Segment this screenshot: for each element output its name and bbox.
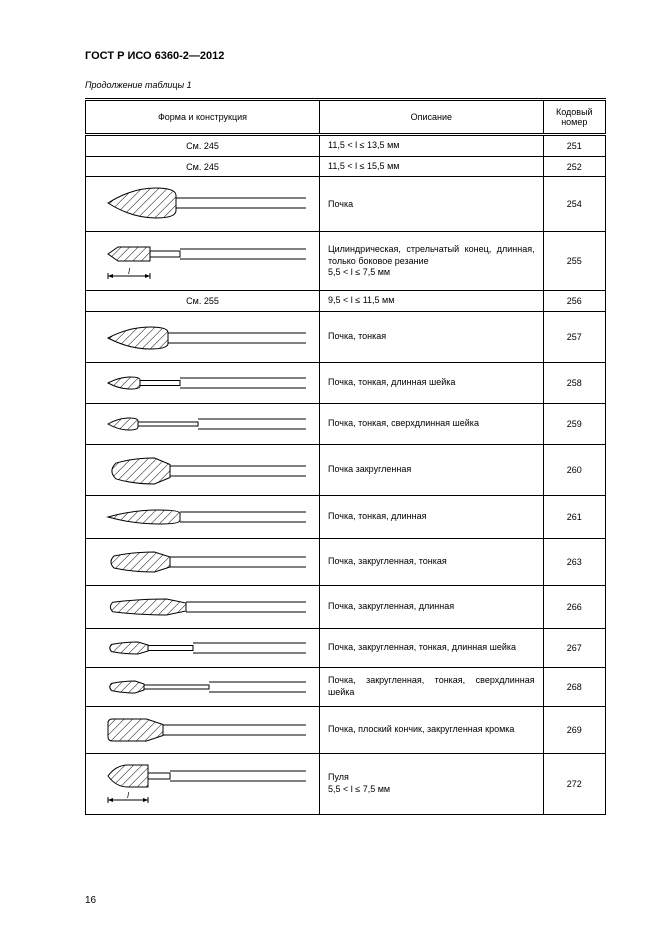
code-cell: 269 <box>543 707 605 754</box>
code-cell: 260 <box>543 445 605 496</box>
table-continuation-label: Продолжение таблицы 1 <box>85 80 606 90</box>
shape-cell <box>86 539 320 586</box>
document-standard-title: ГОСТ Р ИСО 6360-2—2012 <box>85 50 606 62</box>
shape-cell <box>86 177 320 232</box>
col-desc: Описание <box>320 100 544 135</box>
shape-cell <box>86 363 320 404</box>
shape-cell <box>86 586 320 629</box>
table-row: См. 2559,5 < l ≤ 11,5 мм256 <box>86 291 606 312</box>
header-row: Форма и конструкция Описание Кодовый ном… <box>86 100 606 135</box>
col-code: Кодовый номер <box>543 100 605 135</box>
description-cell: Почка закругленная <box>320 445 544 496</box>
description-cell: Почка, тонкая, длинная шейка <box>320 363 544 404</box>
col-shape: Форма и конструкция <box>86 100 320 135</box>
table-row: Почка закругленная260 <box>86 445 606 496</box>
code-cell: 266 <box>543 586 605 629</box>
table-row: Почка, закругленная, длинная266 <box>86 586 606 629</box>
table-row: l Пуля5,5 < l ≤ 7,5 мм272 <box>86 754 606 815</box>
code-cell: 256 <box>543 291 605 312</box>
code-cell: 255 <box>543 232 605 291</box>
description-cell: Почка <box>320 177 544 232</box>
description-cell: Цилиндрическая, стрельчатый конец, длинн… <box>320 232 544 291</box>
description-cell: 9,5 < l ≤ 11,5 мм <box>320 291 544 312</box>
shape-cell <box>86 496 320 539</box>
shape-cell: См. 255 <box>86 291 320 312</box>
code-cell: 251 <box>543 135 605 157</box>
description-cell: Почка, закругленная, тонкая, сверхдлинна… <box>320 668 544 707</box>
shape-cell <box>86 404 320 445</box>
description-cell: Пуля5,5 < l ≤ 7,5 мм <box>320 754 544 815</box>
code-cell: 272 <box>543 754 605 815</box>
table-row: Почка, тонкая257 <box>86 312 606 363</box>
code-cell: 267 <box>543 629 605 668</box>
description-cell: Почка, закругленная, тонкая, длинная шей… <box>320 629 544 668</box>
table-row: Почка, закругленная, тонкая263 <box>86 539 606 586</box>
description-cell: Почка, плоский кончик, закругленная кром… <box>320 707 544 754</box>
code-cell: 263 <box>543 539 605 586</box>
shape-cell <box>86 445 320 496</box>
code-cell: 252 <box>543 156 605 177</box>
description-cell: 11,5 < l ≤ 13,5 мм <box>320 135 544 157</box>
shape-cell <box>86 668 320 707</box>
shapes-table: Форма и конструкция Описание Кодовый ном… <box>85 98 606 815</box>
table-row: См. 24511,5 < l ≤ 13,5 мм251 <box>86 135 606 157</box>
code-cell: 254 <box>543 177 605 232</box>
table-row: Почка, тонкая, длинная шейка258 <box>86 363 606 404</box>
description-cell: Почка, тонкая <box>320 312 544 363</box>
code-cell: 259 <box>543 404 605 445</box>
description-cell: 11,5 < l ≤ 15,5 мм <box>320 156 544 177</box>
table-row: Почка, тонкая, длинная261 <box>86 496 606 539</box>
table-row: См. 24511,5 < l ≤ 15,5 мм252 <box>86 156 606 177</box>
shape-cell: l <box>86 232 320 291</box>
table-row: Почка, плоский кончик, закругленная кром… <box>86 707 606 754</box>
svg-text:l: l <box>127 791 129 800</box>
description-cell: Почка, закругленная, длинная <box>320 586 544 629</box>
table-row: Почка, закругленная, тонкая, длинная шей… <box>86 629 606 668</box>
shape-cell: l <box>86 754 320 815</box>
table-row: Почка254 <box>86 177 606 232</box>
description-cell: Почка, тонкая, сверхдлинная шейка <box>320 404 544 445</box>
shape-cell: См. 245 <box>86 135 320 157</box>
shape-cell <box>86 707 320 754</box>
table-row: Почка, закругленная, тонкая, сверхдлинна… <box>86 668 606 707</box>
table-row: Почка, тонкая, сверхдлинная шейка259 <box>86 404 606 445</box>
description-cell: Почка, закругленная, тонкая <box>320 539 544 586</box>
shape-cell: См. 245 <box>86 156 320 177</box>
code-cell: 268 <box>543 668 605 707</box>
description-cell: Почка, тонкая, длинная <box>320 496 544 539</box>
page-number: 16 <box>85 895 96 906</box>
code-cell: 258 <box>543 363 605 404</box>
table-row: l Цилиндрическая, стрельчатый конец, длин… <box>86 232 606 291</box>
code-cell: 257 <box>543 312 605 363</box>
svg-text:l: l <box>128 267 130 276</box>
shape-cell <box>86 312 320 363</box>
shape-cell <box>86 629 320 668</box>
code-cell: 261 <box>543 496 605 539</box>
table-body: См. 24511,5 < l ≤ 13,5 мм251См. 24511,5 … <box>86 135 606 815</box>
